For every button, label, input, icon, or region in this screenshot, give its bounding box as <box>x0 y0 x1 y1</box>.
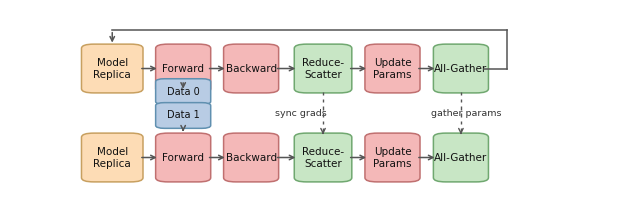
Text: Update
Params: Update Params <box>373 147 412 168</box>
Text: Model
Replica: Model Replica <box>93 58 131 80</box>
FancyBboxPatch shape <box>81 44 143 93</box>
Text: Forward: Forward <box>162 64 204 74</box>
Text: Update
Params: Update Params <box>373 58 412 80</box>
Text: Backward: Backward <box>225 153 276 162</box>
Text: All-Gather: All-Gather <box>435 153 488 162</box>
Text: Reduce-
Scatter: Reduce- Scatter <box>302 147 344 168</box>
Text: All-Gather: All-Gather <box>435 64 488 74</box>
Text: sync grads: sync grads <box>275 108 326 117</box>
FancyBboxPatch shape <box>433 44 488 93</box>
FancyBboxPatch shape <box>156 79 211 104</box>
FancyBboxPatch shape <box>223 44 278 93</box>
Text: Forward: Forward <box>162 153 204 162</box>
Text: gather params: gather params <box>431 108 501 117</box>
Text: Data 1: Data 1 <box>167 110 200 120</box>
FancyBboxPatch shape <box>156 44 211 93</box>
FancyBboxPatch shape <box>156 103 211 128</box>
FancyBboxPatch shape <box>223 133 278 182</box>
Text: Reduce-
Scatter: Reduce- Scatter <box>302 58 344 80</box>
Text: Model
Replica: Model Replica <box>93 147 131 168</box>
FancyBboxPatch shape <box>365 133 420 182</box>
FancyBboxPatch shape <box>81 133 143 182</box>
FancyBboxPatch shape <box>294 133 352 182</box>
FancyBboxPatch shape <box>365 44 420 93</box>
FancyBboxPatch shape <box>294 44 352 93</box>
FancyBboxPatch shape <box>433 133 488 182</box>
Text: Data 0: Data 0 <box>167 87 200 97</box>
FancyBboxPatch shape <box>156 133 211 182</box>
Text: Backward: Backward <box>225 64 276 74</box>
